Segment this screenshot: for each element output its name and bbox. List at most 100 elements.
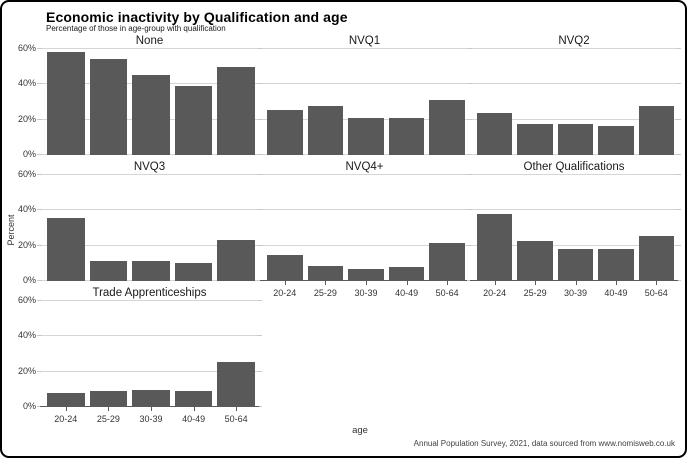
- axis-tick: [37, 244, 42, 246]
- gridline: [472, 83, 676, 85]
- bar-nvq4-50-64: [429, 242, 465, 281]
- y-tick-label: 0%: [22, 149, 36, 159]
- x-axis-line: [40, 406, 259, 407]
- bar-none-50-64: [217, 66, 255, 155]
- y-tick-label: 60%: [17, 169, 36, 179]
- axis-tick: [257, 154, 262, 155]
- x-axis-tick: [325, 281, 327, 285]
- y-tick-label: 40%: [17, 330, 36, 341]
- y-tick-label: 0%: [22, 401, 36, 411]
- facet-panel-nvq3: [37, 174, 262, 281]
- bar-nvq1-40-49: [388, 118, 425, 155]
- facet-panel-nvq1: [257, 48, 472, 155]
- axis-tick: [467, 83, 472, 85]
- x-tick-label: 50-64: [644, 288, 668, 298]
- gridline: [42, 209, 257, 211]
- bar-other-qualifications-25-29: [517, 240, 553, 281]
- bar-nvq1-20-24: [267, 109, 303, 155]
- bar-nvq1-30-39: [348, 117, 384, 155]
- axis-tick: [37, 118, 42, 120]
- axis-tick: [37, 406, 42, 407]
- axis-tick: [257, 83, 262, 85]
- y-tick-label: 20%: [17, 113, 36, 124]
- axis-tick: [37, 209, 42, 211]
- x-axis-title: age: [352, 425, 368, 436]
- gridline: [472, 209, 676, 211]
- bar-trade-apprenticeships-30-39: [132, 390, 170, 407]
- bar-none-40-49: [174, 86, 213, 155]
- axis-tick: [37, 370, 42, 372]
- bar-trade-apprenticeships-40-49: [174, 390, 213, 407]
- x-tick-label: 20-24: [54, 414, 78, 424]
- axis-tick: [467, 118, 472, 120]
- x-tick-label: 50-64: [435, 288, 459, 298]
- facet-title-none: None: [135, 35, 164, 47]
- x-tick-label: 20-24: [273, 288, 297, 298]
- bar-nvq2-20-24: [477, 113, 513, 155]
- facet-title-nvq3: NVQ3: [133, 161, 166, 173]
- axis-tick: [257, 335, 262, 337]
- x-tick-label: 40-49: [395, 288, 419, 298]
- gridline: [262, 209, 467, 211]
- facet-title-nvq2: NVQ2: [558, 35, 590, 47]
- axis-tick: [257, 244, 262, 246]
- axis-tick: [676, 174, 681, 175]
- x-tick-label: 30-39: [139, 414, 163, 424]
- x-tick-label: 20-24: [483, 288, 507, 298]
- x-tick-label: 50-64: [224, 414, 248, 424]
- page-title: Economic inactivity by Qualification and…: [46, 9, 348, 25]
- bar-nvq4-20-24: [267, 255, 303, 281]
- x-tick-label: 30-39: [354, 288, 378, 298]
- y-axis-title: Percent: [6, 214, 16, 246]
- gridline: [42, 370, 257, 372]
- bar-nvq3-20-24: [47, 217, 85, 281]
- axis-tick: [676, 118, 681, 120]
- axis-tick: [257, 406, 262, 407]
- x-axis-tick: [284, 281, 286, 285]
- x-axis-tick: [193, 407, 195, 411]
- facet-panel-nvq4: 20-24 25-29 30-39 40-49 50-64: [257, 174, 472, 298]
- gridline: [42, 300, 257, 301]
- bar-none-25-29: [89, 58, 128, 155]
- gridline: [262, 244, 467, 246]
- axis-tick: [37, 300, 42, 301]
- bar-nvq2-25-29: [517, 123, 553, 155]
- gridline: [262, 174, 467, 175]
- x-tick-label: 25-29: [313, 288, 337, 298]
- facet-title-nvq4: NVQ4+: [345, 161, 384, 173]
- gridline: [42, 244, 257, 246]
- y-tick-label: 60%: [17, 295, 36, 305]
- x-axis-tick: [65, 407, 67, 411]
- facet-title-trade-apprenticeships: Trade Apprenticeships: [92, 287, 207, 299]
- x-axis-tick: [108, 407, 110, 411]
- facet-title-nvq1: NVQ1: [348, 35, 381, 47]
- gridline: [472, 244, 676, 246]
- bar-nvq3-40-49: [174, 263, 213, 281]
- bar-nvq3-30-39: [132, 260, 170, 281]
- gridline: [472, 48, 676, 49]
- bar-none-30-39: [132, 74, 170, 155]
- bar-nvq4-30-39: [348, 268, 384, 281]
- axis-tick: [676, 244, 681, 246]
- x-tick-label: 30-39: [563, 288, 588, 298]
- bar-nvq4-40-49: [388, 266, 425, 281]
- axis-tick: [467, 244, 472, 246]
- x-axis-line: [260, 280, 469, 281]
- axis-tick: [467, 48, 472, 49]
- x-axis-tick: [236, 407, 238, 411]
- axis-tick: [257, 209, 262, 211]
- gridline: [262, 83, 467, 85]
- bar-nvq2-30-39: [557, 123, 594, 155]
- y-tick-label: 40%: [17, 204, 36, 215]
- axis-tick: [257, 370, 262, 372]
- x-axis-tick: [366, 281, 367, 285]
- bar-trade-apprenticeships-25-29: [89, 390, 128, 407]
- page-subtitle: Percentage of those in age-group with qu…: [46, 24, 226, 33]
- x-axis-tick: [406, 281, 408, 285]
- x-axis-tick: [494, 281, 496, 285]
- axis-tick: [257, 280, 262, 281]
- bar-nvq1-25-29: [307, 105, 344, 155]
- bar-nvq3-25-29: [89, 261, 128, 281]
- gridline: [42, 335, 257, 337]
